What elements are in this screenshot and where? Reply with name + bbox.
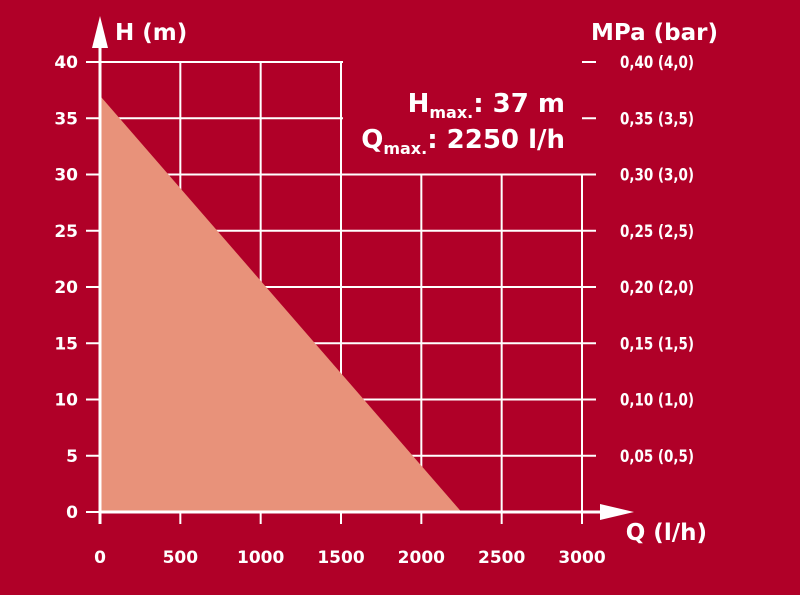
y-axis-title: H (m) <box>115 20 187 46</box>
x-tick-label-2500: 2500 <box>478 548 525 568</box>
x-tick-label-0: 0 <box>94 548 106 568</box>
y-axis-arrow <box>92 16 108 48</box>
y2-tick-label-1: 0,05 (0,5) <box>620 447 694 467</box>
y-tick-label-40: 40 <box>54 53 78 73</box>
x-tick-label-1500: 1500 <box>317 548 364 568</box>
y-tick-label-20: 20 <box>54 278 78 298</box>
y2-tick-label-4: 0,20 (2,0) <box>620 278 694 298</box>
y2-tick-label-3: 0,15 (1,5) <box>620 334 694 354</box>
hmax-subscript: max. <box>429 103 473 122</box>
y-tick-label-35: 35 <box>54 109 78 129</box>
axes <box>86 16 634 524</box>
y2-axis-title: MPa (bar) <box>591 20 718 46</box>
x-tick-label-2000: 2000 <box>398 548 445 568</box>
y2-tick-label-6: 0,30 (3,0) <box>620 166 694 186</box>
y-tick-label-0: 0 <box>66 503 78 523</box>
x-tick-label-3000: 3000 <box>558 548 605 568</box>
y-tick-label-25: 25 <box>54 222 78 242</box>
tick-labels: 0 5 10 15 20 25 30 35 40 0 500 1000 1500 2000 2500 3000… <box>54 53 694 568</box>
qmax-value: : 2250 l/h <box>427 125 565 155</box>
y2-tick-label-7: 0,35 (3,5) <box>620 109 694 129</box>
y2-tick-label-8: 0,40 (4,0) <box>620 53 694 73</box>
y2-tick-label-2: 0,10 (1,0) <box>620 391 694 411</box>
x-axis-arrow <box>600 504 634 520</box>
y-tick-label-10: 10 <box>54 391 78 411</box>
qmax-subscript: max. <box>383 139 427 158</box>
hmax-annotation: Hmax.: 37 m <box>408 89 565 122</box>
x-tick-label-1000: 1000 <box>237 548 284 568</box>
y-tick-label-30: 30 <box>54 166 78 186</box>
area-layer <box>100 95 462 512</box>
y-tick-label-15: 15 <box>54 334 78 354</box>
x-tick-label-500: 500 <box>163 548 199 568</box>
hmax-prefix: H <box>408 89 430 119</box>
y2-tick-label-5: 0,25 (2,5) <box>620 222 694 242</box>
hmax-value: : 37 m <box>473 89 565 119</box>
y-tick-label-5: 5 <box>66 447 78 467</box>
x-axis-title: Q (l/h) <box>626 520 707 546</box>
qmax-prefix: Q <box>361 125 383 155</box>
performance-area <box>100 95 462 512</box>
qmax-annotation: Qmax.: 2250 l/h <box>361 125 565 158</box>
